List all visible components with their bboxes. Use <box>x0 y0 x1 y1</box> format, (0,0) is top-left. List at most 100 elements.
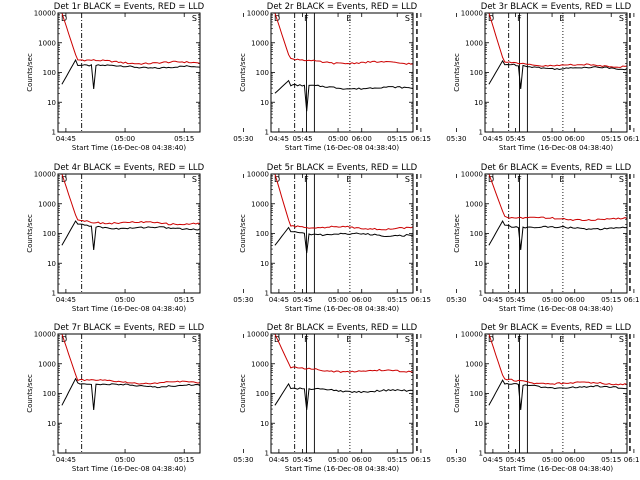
panel-det-6r: Det 6r BLACK = Events, RED = LLD 1 10 100 10… <box>453 163 632 313</box>
y-tick-label: 10 <box>260 420 269 428</box>
marker-label: S <box>619 335 624 344</box>
plot-frame <box>57 333 201 454</box>
x-axis-label: Start Time (16-Dec-08 04:38:40) <box>285 144 399 152</box>
y-tick-label: 100 <box>43 390 56 398</box>
y-axis-label: Counts/sec <box>26 374 34 413</box>
plot-frame <box>270 173 414 294</box>
x-tick-label: 05:00 <box>115 296 135 304</box>
marker-label: S <box>192 335 197 344</box>
y-tick-label: 10 <box>474 260 483 268</box>
chart-title: Det 6r BLACK = Events, RED = LLD <box>481 163 632 173</box>
plot-frame <box>484 12 628 133</box>
y-tick-label: 10000 <box>34 331 56 339</box>
lld-series-line <box>61 12 201 67</box>
lld-series-line <box>488 12 628 70</box>
y-tick-label: 1 <box>479 290 483 298</box>
x-tick-label: 05:45 <box>292 456 312 464</box>
x-tick-label: 05:15 <box>601 296 621 304</box>
x-tick-label: 06:15 <box>411 296 431 304</box>
x-tick-label: 05:45 <box>505 456 525 464</box>
y-tick-label: 10 <box>47 260 56 268</box>
chart-title: Det 1r BLACK = Events, RED = LLD <box>54 2 205 12</box>
chart-title: Det 7r BLACK = Events, RED = LLD <box>54 323 205 333</box>
x-tick-label: 05:00 <box>542 296 562 304</box>
y-tick-label: 1000 <box>251 360 269 368</box>
x-tick-label: 04:45 <box>269 456 289 464</box>
y-tick-label: 10 <box>474 99 483 107</box>
x-tick-label: 04:45 <box>56 456 76 464</box>
events-series-line <box>61 24 201 89</box>
lld-series-line <box>274 333 414 377</box>
y-tick-label: 1000 <box>38 360 56 368</box>
y-tick-label: 10000 <box>461 10 483 18</box>
marker-label: S <box>619 175 624 184</box>
y-axis-label: Counts/sec <box>239 374 247 413</box>
marker-label: E <box>559 175 564 184</box>
y-tick-label: 1 <box>265 450 269 458</box>
x-tick-label: 06:15 <box>411 135 431 143</box>
y-tick-label: 10000 <box>34 10 56 18</box>
x-tick-label: 05:15 <box>387 456 407 464</box>
y-tick-label: 1 <box>265 290 269 298</box>
x-tick-label: 05:45 <box>505 296 525 304</box>
y-axis-label: Counts/sec <box>453 374 461 413</box>
x-tick-label: 06:00 <box>352 135 372 143</box>
plot-frame <box>270 333 414 454</box>
y-tick-label: 100 <box>470 69 483 77</box>
x-axis-label: Start Time (16-Dec-08 04:38:40) <box>499 465 613 473</box>
events-series-line <box>274 24 414 112</box>
events-series-line <box>488 24 628 89</box>
y-tick-label: 10000 <box>461 171 483 179</box>
y-axis-label: Counts/sec <box>453 214 461 253</box>
x-tick-label: 06:15 <box>624 135 640 143</box>
lld-series-line <box>61 173 201 227</box>
marker-label: F <box>304 14 309 23</box>
marker-label: F <box>304 175 309 184</box>
marker-label: F <box>304 335 309 344</box>
y-axis-label: Counts/sec <box>239 53 247 92</box>
x-axis-label: Start Time (16-Dec-08 04:38:40) <box>499 144 613 152</box>
x-tick-label: 04:45 <box>56 135 76 143</box>
plot-frame <box>57 173 201 294</box>
x-tick-label: 05:45 <box>292 296 312 304</box>
x-tick-label: 05:15 <box>601 456 621 464</box>
y-tick-label: 100 <box>256 69 269 77</box>
y-tick-label: 100 <box>43 69 56 77</box>
y-tick-label: 10 <box>47 99 56 107</box>
y-tick-label: 1000 <box>465 39 483 47</box>
events-series-line <box>274 185 414 255</box>
marker-label: S <box>619 14 624 23</box>
x-tick-label: 05:30 <box>233 296 253 304</box>
y-tick-label: 1 <box>479 129 483 137</box>
panel-det-1r: Det 1r BLACK = Events, RED = LLD11010010… <box>26 2 431 152</box>
lld-series-line <box>274 12 414 65</box>
x-tick-label: 05:30 <box>233 456 253 464</box>
y-tick-label: 100 <box>256 230 269 238</box>
chart-title: Det 9r BLACK = Events, RED = LLD <box>481 323 632 333</box>
events-series-line <box>61 185 201 250</box>
x-tick-label: 05:00 <box>115 135 135 143</box>
y-axis-label: Counts/sec <box>26 214 34 253</box>
x-tick-label: 04:45 <box>483 456 503 464</box>
x-tick-label: 06:00 <box>352 456 372 464</box>
y-tick-label: 1 <box>479 450 483 458</box>
x-tick-label: 06:00 <box>565 135 585 143</box>
y-tick-label: 10000 <box>461 331 483 339</box>
chart-title: Det 5r BLACK = Events, RED = LLD <box>267 163 418 173</box>
plot-frame <box>484 333 628 454</box>
panel-det-4r: Det 4r BLACK = Events, RED = LLD11010010… <box>26 163 431 313</box>
x-tick-label: 06:00 <box>565 296 585 304</box>
y-tick-label: 10 <box>260 99 269 107</box>
x-tick-label: 05:00 <box>542 135 562 143</box>
x-tick-label: 05:00 <box>542 456 562 464</box>
x-tick-label: 04:45 <box>483 296 503 304</box>
y-tick-label: 100 <box>256 390 269 398</box>
y-tick-label: 100 <box>470 390 483 398</box>
panel-det-7r: Det 7r BLACK = Events, RED = LLD 1 10 100 10… <box>26 323 431 473</box>
x-axis-label: Start Time (16-Dec-08 04:38:40) <box>72 144 186 152</box>
chart-title: Det 8r BLACK = Events, RED = LLD <box>267 323 418 333</box>
x-axis-label: Start Time (16-Dec-08 04:38:40) <box>285 305 399 313</box>
y-tick-label: 1000 <box>465 200 483 208</box>
y-tick-label: 100 <box>43 230 56 238</box>
